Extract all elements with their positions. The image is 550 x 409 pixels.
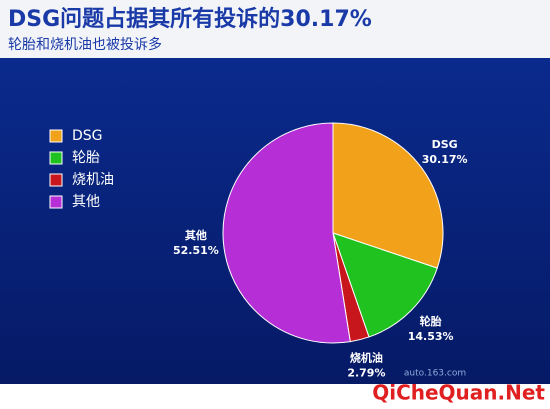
watermark: QiCheQuan.Net — [372, 381, 545, 405]
chart-subtitle: 轮胎和烧机油也被投诉多 — [8, 36, 162, 53]
slice-label-name: DSG — [432, 138, 458, 151]
legend-label: DSG — [72, 128, 103, 144]
legend-swatch — [49, 129, 63, 143]
legend-label: 烧机油 — [72, 172, 114, 188]
legend-swatch — [49, 151, 63, 165]
slice-label-value: 52.51% — [173, 244, 219, 257]
slice-label-value: 14.53% — [408, 330, 454, 343]
pie-slice — [332, 122, 444, 269]
pie-slice — [332, 232, 438, 338]
legend-swatch — [49, 173, 63, 187]
watermark: auto.163.com — [404, 369, 466, 379]
legend-label: 其他 — [72, 194, 100, 210]
header-bg — [0, 0, 550, 58]
slice-label-name: 轮胎 — [420, 314, 442, 328]
slice-label-value: 30.17% — [422, 153, 468, 166]
slice-label-value: 2.79% — [347, 366, 385, 379]
slice-label-name: 烧机油 — [350, 350, 383, 364]
legend-label: 轮胎 — [72, 150, 100, 166]
pie-slice — [222, 122, 351, 344]
legend-swatch — [49, 195, 63, 209]
slice-label-name: 其他 — [185, 228, 207, 242]
chart-title: DSG问题占据其所有投诉的30.17% — [8, 6, 372, 32]
